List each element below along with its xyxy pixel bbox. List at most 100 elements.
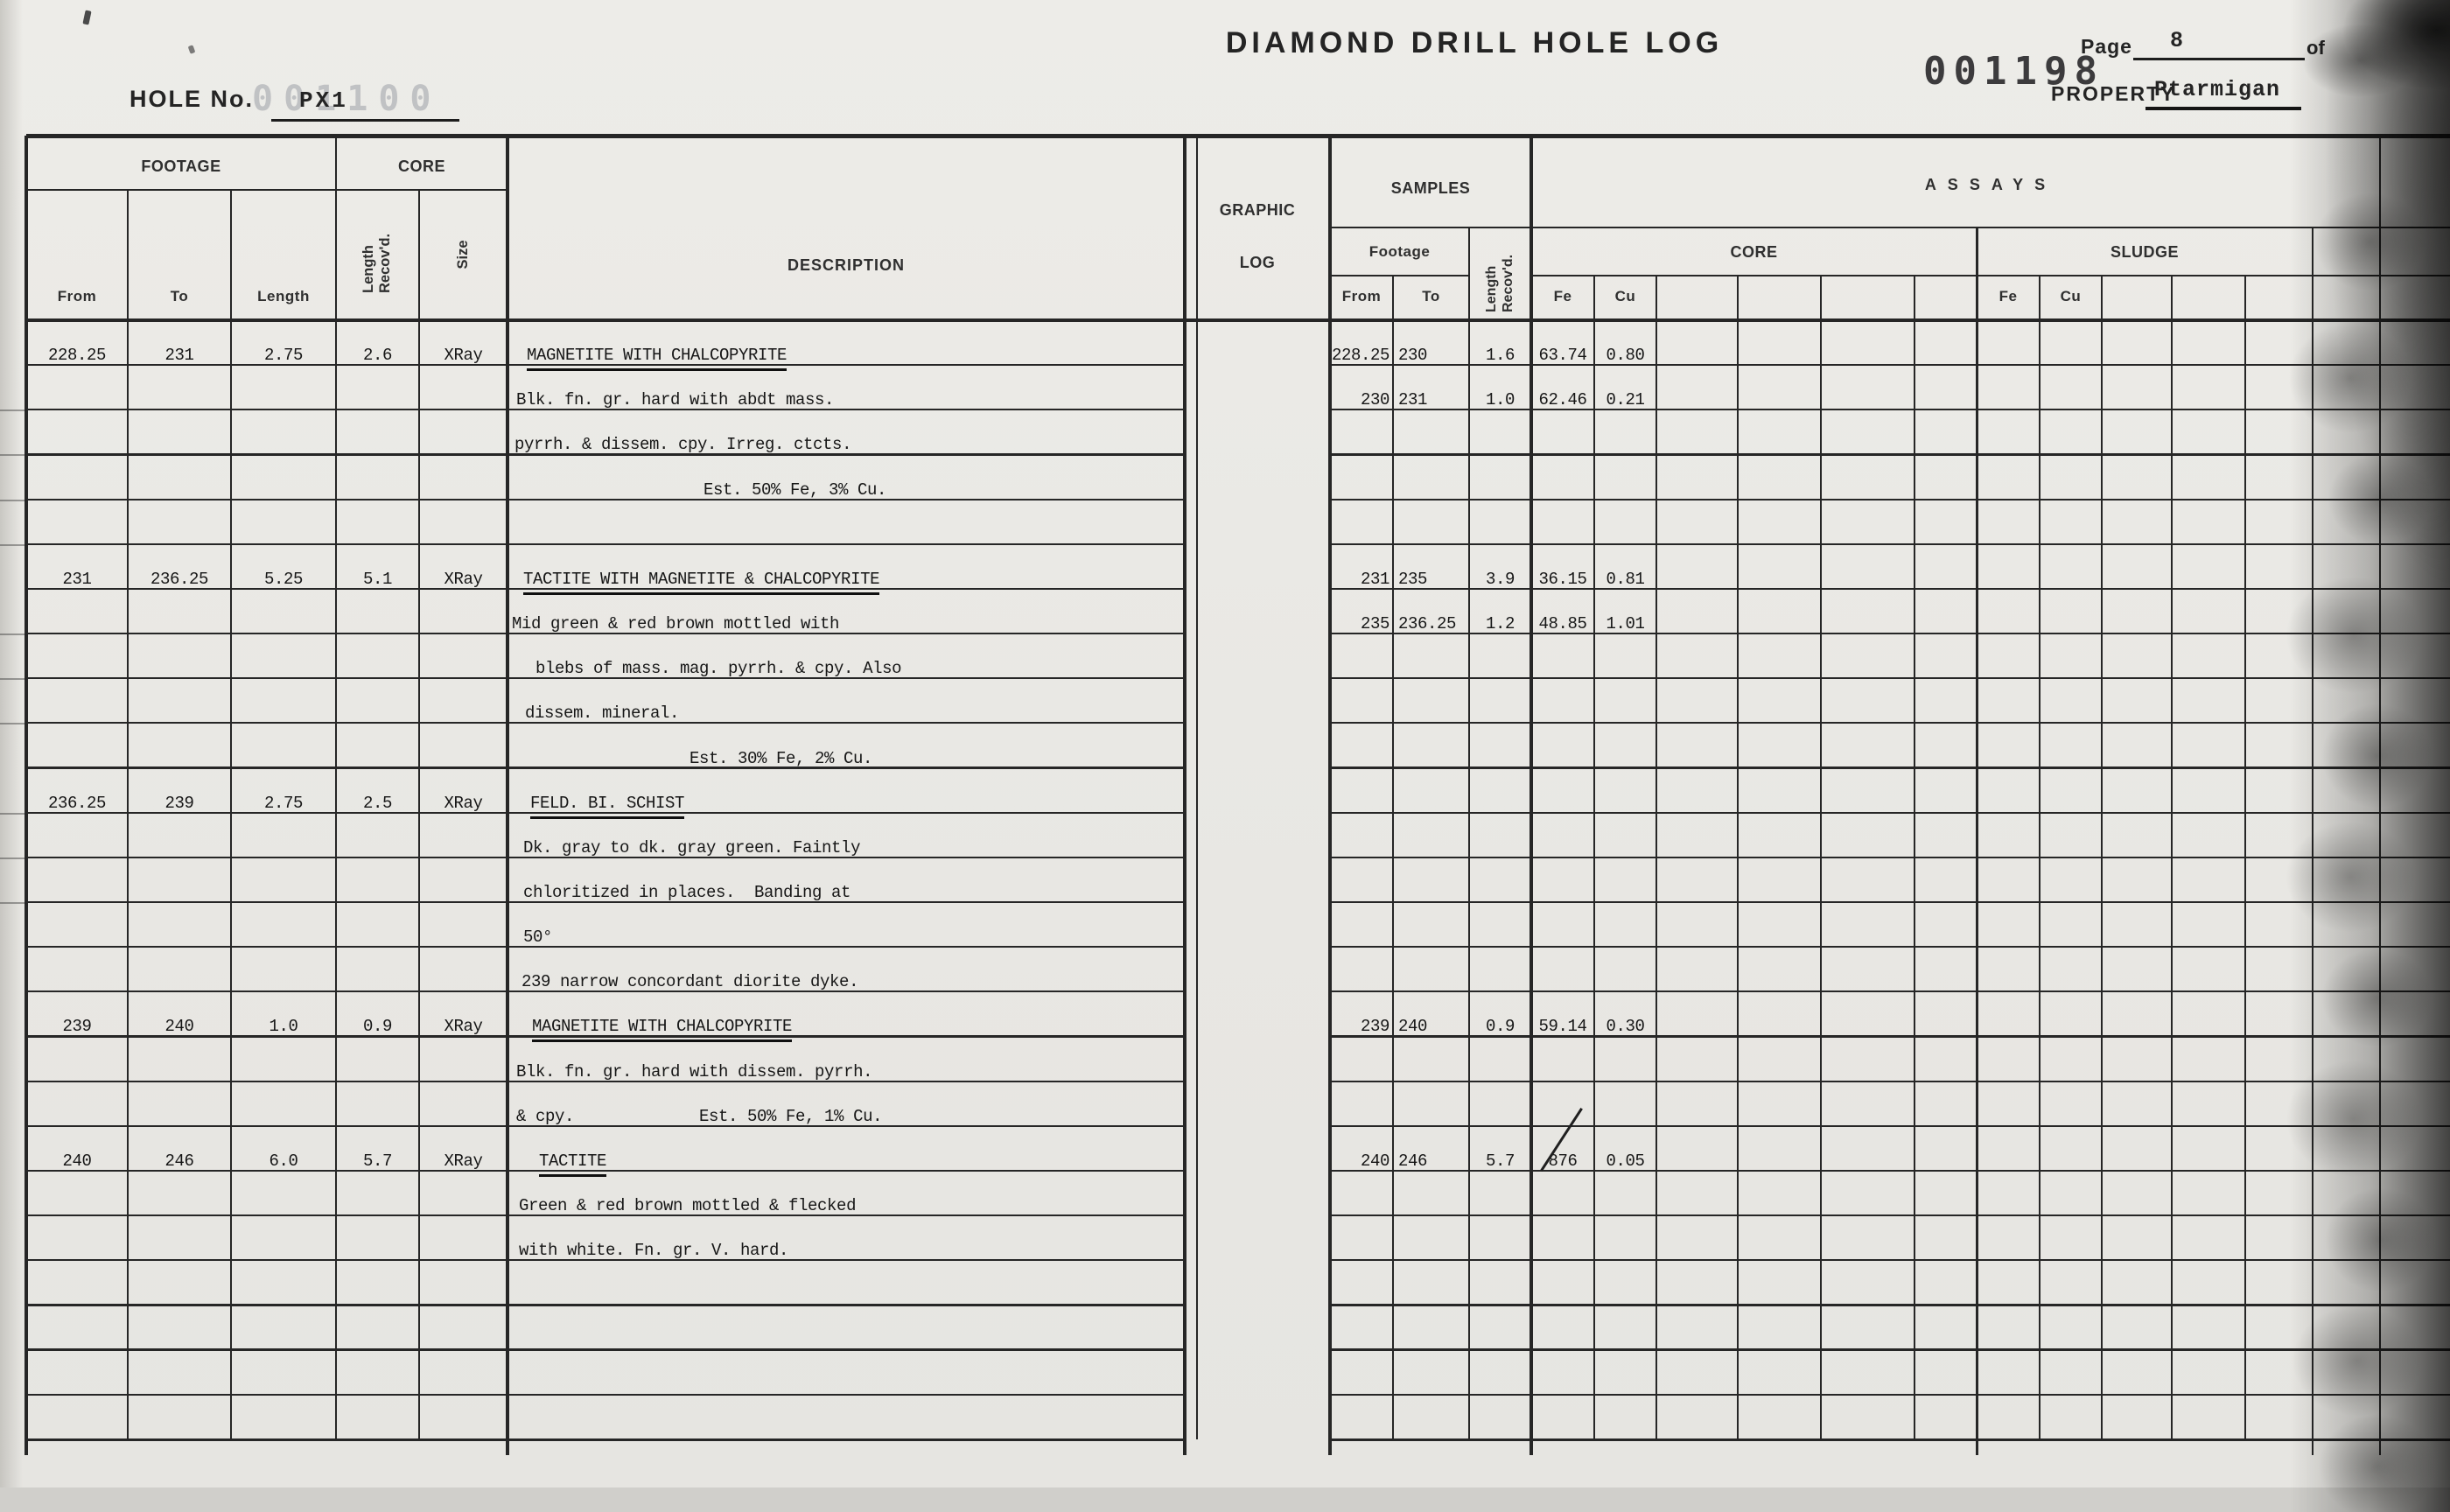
col-header-samples-from: From [1341,288,1382,304]
scan-line-bleed [0,410,26,412]
grid-hline [26,1259,1185,1262]
sample-length-value: 1.2 [1485,614,1515,634]
scan-line-bleed [0,543,26,546]
grid-hline [1330,990,2450,993]
scan-line-bleed [0,857,26,859]
grid-vline [1183,136,1186,1455]
interval-size-value: XRay [444,569,483,589]
grid-hline [1330,364,2450,367]
sample-fe-value: 48.85 [1538,614,1587,634]
grid-hline [26,1304,1185,1306]
interval-size-value: XRay [444,346,483,366]
col-header-sludge-cu: Cu [2060,288,2082,304]
interval-length-value: 6.0 [269,1151,298,1171]
col-header-description: DESCRIPTION [787,256,905,274]
hole-no-label: HOLE No. [130,86,254,112]
description-line: pyrrh. & dissem. cpy. Irreg. ctcts. [514,435,852,455]
interval-length-value: 5.25 [263,569,303,589]
interval-size-value: XRay [444,1151,483,1171]
interval-to-value: 236.25 [150,569,208,589]
scan-left-edge-shading [0,0,23,1488]
sample-fe-value: 62.46 [1538,390,1587,410]
sample-from-value: 230 [1360,390,1390,410]
grid-hline [1330,856,2450,858]
interval-to-value: 240 [164,1017,194,1037]
grid-hline [1330,1169,2450,1172]
description-line: with white. Fn. gr. V. hard. [519,1241,789,1261]
grid-vline [229,190,233,1439]
sample-length-value: 0.9 [1485,1017,1515,1037]
sample-cu-value: 0.81 [1606,569,1645,589]
col-header-samples-to: To [1422,288,1440,304]
hole-no-value: PX1 [299,88,348,114]
grid-hline [1531,274,2450,277]
grid-hline [26,364,1185,367]
sample-cu-value: 0.80 [1606,346,1645,366]
grid-hline [26,946,1185,948]
grid-hline [1330,409,2450,411]
grid-hline [26,856,1185,858]
grid-hline [26,632,1185,635]
interval-size-value: XRay [444,793,483,813]
grid-hline [1330,677,2450,680]
col-header-length: Length [257,288,310,304]
scan-line-bleed [0,902,26,905]
grid-hline [1330,900,2450,904]
grid-vline [334,136,338,1439]
col-header-from: From [57,288,97,304]
sample-length-value: 5.7 [1485,1151,1515,1171]
form-title: DIAMOND DRILL HOLE LOG [1225,26,1724,60]
grid-vline [1196,136,1198,1439]
grid-hline [1330,226,2450,229]
description-line: dissem. mineral. [525,704,680,724]
grid-hline [1330,1348,2450,1351]
col-header-core-fe: Fe [1553,288,1572,304]
sample-fe-value: 63.74 [1538,346,1587,366]
grid-hline [1330,811,2450,814]
grid-hline [26,542,1185,545]
interval-from-value: 228.25 [47,346,106,366]
interval-to-value: 231 [164,346,194,366]
grid-hline [26,1169,1185,1172]
scan-line-bleed [0,499,26,501]
rock-unit-title: MAGNETITE WITH CHALCOPYRITE [532,1017,792,1043]
interval-from-value: 231 [62,569,92,589]
interval-to-value: 246 [164,1151,194,1171]
grid-hline [26,188,508,192]
grid-hline [26,1035,1185,1038]
sample-from-value: 239 [1360,1017,1390,1037]
grid-hline [1330,1259,2450,1262]
grid-hline [26,1124,1185,1127]
description-line: chloritized in places. Banding at [523,883,851,903]
rock-unit-title: TACTITE [539,1152,606,1177]
sample-fe-value: 59.14 [1538,1017,1587,1037]
grid-hline [26,498,1185,500]
description-line: 50° [523,928,553,948]
sample-length-value: 1.0 [1485,390,1515,410]
interval-recovered-value: 5.1 [362,569,392,589]
description-line: Est. 50% Fe, 3% Cu. [704,480,887,500]
sample-fe-value: 36.15 [1538,569,1587,589]
interval-length-value: 1.0 [269,1017,298,1037]
grid-hline [1330,1035,2450,1038]
grid-hline [26,453,1185,456]
grid-vline [2311,228,2314,1455]
col-header-graphic: GRAPHIC [1219,200,1296,219]
grid-hline [26,1214,1185,1217]
sample-from-value: 231 [1360,569,1390,589]
hole-no-underline [271,119,459,122]
grid-vline [1530,136,1533,1455]
interval-length-value: 2.75 [263,346,303,366]
interval-from-value: 236.25 [47,793,106,813]
col-header-core: CORE [397,157,445,175]
grid-hline [26,766,1185,769]
interval-recovered-value: 2.6 [362,346,392,366]
grid-hline [26,990,1185,993]
description-line: Blk. fn. gr. hard with dissem. pyrrh. [516,1061,873,1082]
description-line: 239 narrow concordant diorite dyke. [522,972,859,992]
col-header-samples-footage: Footage [1368,243,1431,260]
faint-number-stamp: 001100 [252,79,442,119]
